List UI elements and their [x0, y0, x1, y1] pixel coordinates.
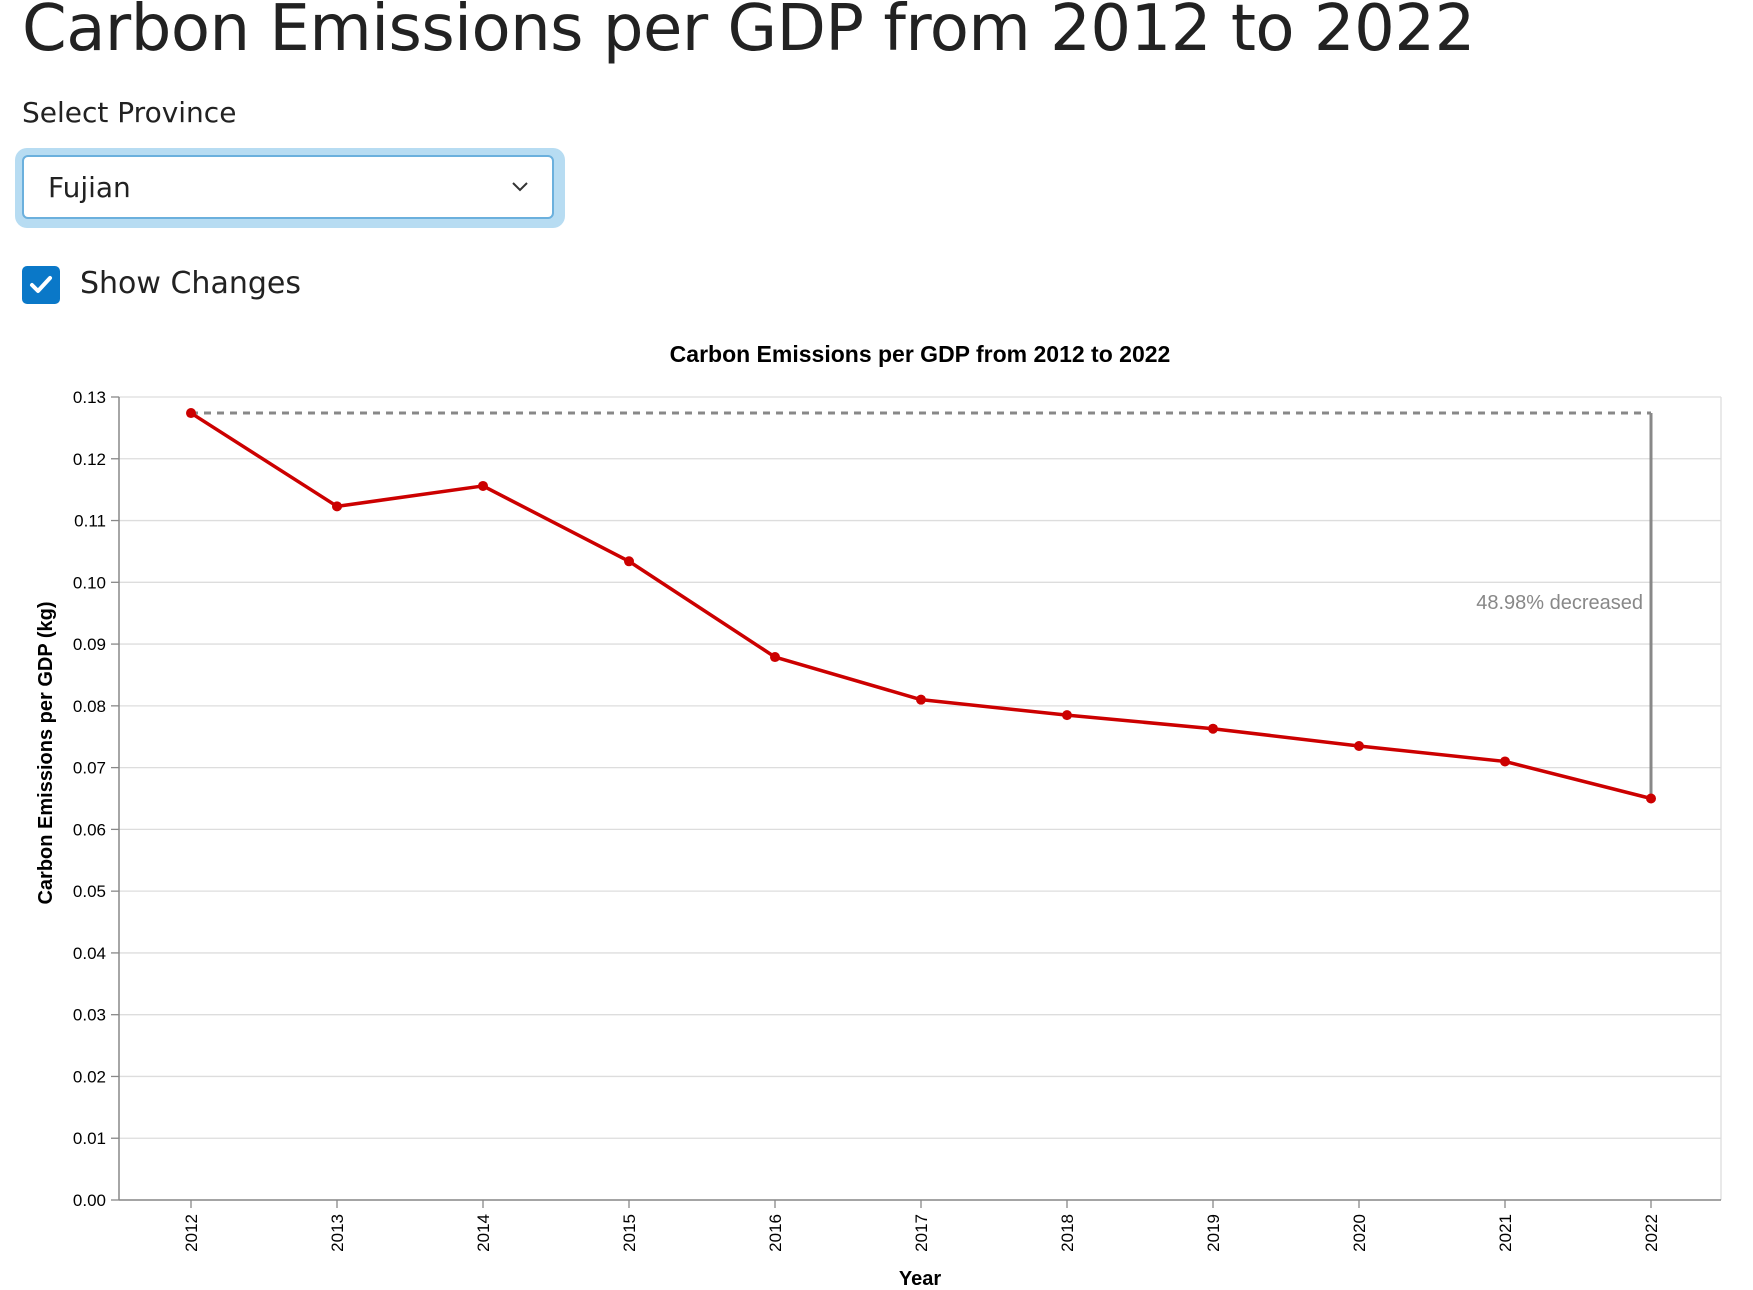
change-annotation-label: 48.98% decreased: [1476, 592, 1643, 614]
y-axis-title: Carbon Emissions per GDP (kg): [35, 601, 57, 904]
data-point: [478, 480, 488, 491]
x-tick-label: 2015: [620, 1214, 639, 1252]
x-tick-label: 2019: [1204, 1214, 1223, 1252]
x-tick-label: 2021: [1496, 1214, 1515, 1252]
y-tick-label: 0.13: [73, 388, 106, 407]
axes: 0.00 0.01 0.02 0.03 0.04 0.05 0.06 0.07 0.08 0.09…: [73, 388, 1721, 1252]
series: [186, 408, 1656, 804]
chart-title: Carbon Emissions per GDP from 2012 to 20…: [670, 341, 1171, 367]
show-changes-label: Show Changes: [80, 266, 301, 301]
y-tick-label: 0.07: [73, 759, 106, 778]
series-line: [190, 411, 1652, 801]
x-tick-label: 2014: [474, 1214, 493, 1252]
data-point: [916, 694, 926, 705]
x-tick-label: 2022: [1642, 1214, 1661, 1252]
y-tick-label: 0.00: [73, 1191, 106, 1210]
x-tick-label: 2020: [1350, 1214, 1369, 1252]
x-axis-title: Year: [899, 1268, 941, 1290]
y-tick-label: 0.01: [73, 1129, 106, 1148]
province-select[interactable]: Fujian: [22, 155, 554, 219]
data-point: [1354, 740, 1364, 751]
y-tick-label: 0.02: [73, 1067, 106, 1086]
y-tick-label: 0.04: [73, 944, 106, 963]
chevron-down-icon: [512, 182, 528, 192]
data-point: [1062, 710, 1072, 721]
y-tick-label: 0.05: [73, 882, 106, 901]
y-tick-label: 0.12: [73, 450, 106, 469]
data-point: [186, 408, 196, 419]
province-select-focus-ring: Fujian: [15, 148, 565, 228]
x-tick-label: 2012: [182, 1214, 201, 1252]
grid-lines: [119, 396, 1722, 1201]
data-point: [332, 501, 342, 512]
page-title: Carbon Emissions per GDP from 2012 to 20…: [22, 0, 1475, 66]
show-changes-checkbox[interactable]: [22, 266, 60, 304]
y-tick-label: 0.10: [73, 573, 106, 592]
x-tick-label: 2013: [328, 1214, 347, 1252]
x-tick-label: 2016: [766, 1214, 785, 1252]
province-select-label: Select Province: [22, 96, 237, 129]
province-select-value: Fujian: [48, 171, 131, 204]
change-annotation: 48.98% decreased: [191, 411, 1653, 799]
x-tick-label: 2018: [1058, 1214, 1077, 1252]
data-point: [1646, 793, 1656, 804]
y-tick-label: 0.08: [73, 697, 106, 716]
data-point: [1208, 723, 1218, 734]
data-point: [770, 652, 780, 663]
data-point: [624, 556, 634, 567]
y-tick-label: 0.06: [73, 820, 106, 839]
data-point: [1500, 756, 1510, 767]
check-icon: [30, 276, 52, 293]
line-chart: Carbon Emissions per GDP from 2012 to 20…: [35, 341, 1722, 1290]
y-tick-label: 0.09: [73, 635, 106, 654]
y-tick-label: 0.11: [74, 512, 106, 531]
x-tick-label: 2017: [912, 1214, 931, 1252]
y-tick-label: 0.03: [73, 1006, 106, 1025]
